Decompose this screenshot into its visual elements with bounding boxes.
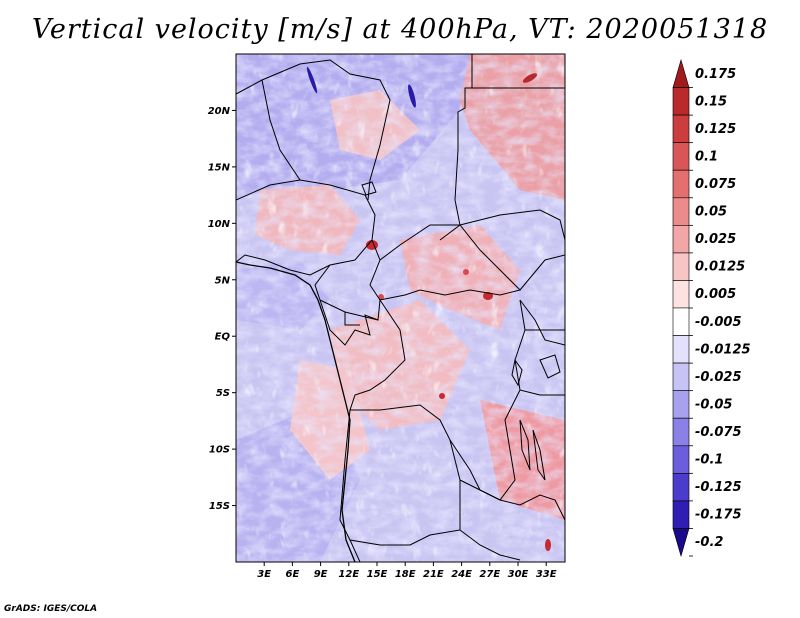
colorbar-segment [672,390,690,419]
colorbar-segment [672,114,690,143]
colorbar-segment [672,280,690,309]
colorbar-segment [672,335,690,364]
lon-label: 24E [451,569,472,580]
colorbar-label: 0.15 [695,94,727,109]
colorbar-label: 0.0125 [695,260,745,275]
lat-label: 20N [208,106,231,117]
lon-label: 30E [508,569,529,580]
colorbar-label: 0.075 [695,177,736,192]
colorbar-segment [672,58,690,88]
colorbar-segment [672,500,690,529]
lon-label: 21E [423,569,444,580]
colorbar-label: -0.075 [695,425,742,440]
axes: 20N 15N 10N 5N EQ 5S 10S 15S 3E 6E 9E 12E 15E 18E 21E 2… [208,106,557,580]
colorbar-label: 0.125 [695,122,736,137]
lon-label: 27E [479,569,500,580]
colorbar-segment [672,142,690,171]
colorbar-label: 0.1 [695,149,718,164]
lat-label: 15N [208,162,231,173]
map-frame [235,53,566,563]
colorbar-label: -0.1 [695,453,723,468]
colorbar-segment [672,252,690,281]
colorbar-label: 0.175 [695,67,736,82]
colorbar-segment [672,528,690,558]
grads-credit: GrADS: IGES/COLA [4,604,98,614]
lat-label: EQ [215,332,231,343]
chart-title: Vertical velocity [m/s] at 400hPa, VT: 2… [31,14,769,45]
lat-label: 5N [215,275,231,286]
colorbar-label: 0.025 [695,232,736,247]
colorbar-label: -0.0125 [695,342,751,357]
colorbar-segment [672,307,690,336]
lat-label: 10S [209,445,230,456]
colorbar-segment [672,225,690,254]
colorbar-label: -0.025 [695,370,742,385]
lat-label: 5S [216,388,230,399]
lon-label: 6E [286,569,300,580]
colorbar-label: 0.005 [695,287,736,302]
colorbar-label: -0.125 [695,480,742,495]
colorbar-segment [672,87,690,116]
colorbar-label: -0.05 [695,397,732,412]
colorbar-label: -0.175 [695,508,742,523]
lon-label: 12E [338,569,359,580]
colorbar-segment [672,473,690,502]
lon-label: 18E [395,569,416,580]
colorbar-label: -0.2 [695,535,723,550]
lon-label: 3E [257,569,271,580]
lon-label: 15E [367,569,388,580]
velocity-field [236,54,565,562]
colorbar-segment [672,169,690,199]
lat-label: 10N [208,219,231,230]
lon-label: 9E [314,569,328,580]
colorbar-segment [672,417,690,447]
colorbar-label: -0.005 [695,315,742,330]
country-boundaries [236,54,565,562]
coastline [236,261,356,562]
colorbar-segment [672,197,690,226]
colorbar-segment [672,362,690,391]
colorbar-segment [672,445,690,474]
lon-label: 33E [536,569,557,580]
colorbar: 0.175 0.15 0.125 0.1 0.075 0.05 0.025 0.0125 0.0… [672,58,751,558]
colorbar-label: 0.05 [695,205,727,220]
lat-label: 15S [209,501,230,512]
